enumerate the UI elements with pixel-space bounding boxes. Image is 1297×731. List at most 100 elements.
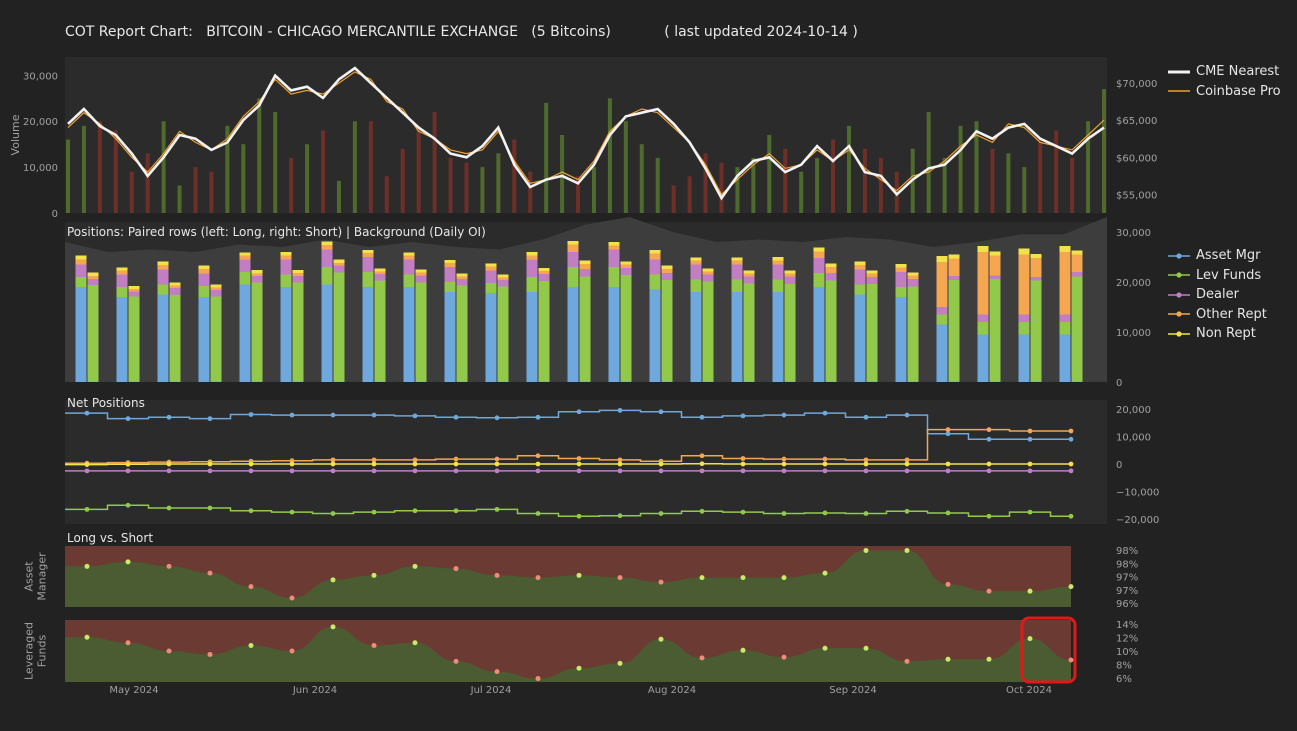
asset-manager-long-area — [65, 550, 1071, 607]
short-position-segment — [784, 381, 796, 382]
net-point — [740, 468, 746, 474]
legend-item[interactable]: Asset Mgr — [1168, 246, 1267, 266]
volume-bar — [687, 176, 692, 213]
short-position-segment — [374, 271, 386, 274]
volume-bar — [145, 153, 150, 213]
volume-bar — [289, 157, 294, 213]
asset-manager-point — [945, 581, 951, 587]
net-point — [412, 468, 418, 474]
volume-bar — [432, 112, 437, 213]
price-volume-panel — [65, 57, 1107, 213]
short-position-segment — [907, 381, 919, 382]
net-point — [1027, 428, 1033, 434]
net-point — [1027, 436, 1033, 442]
legend-swatch — [1168, 272, 1190, 278]
short-position-segment — [948, 254, 960, 259]
long-position-segment — [895, 287, 907, 297]
leveraged-funds-point — [1068, 657, 1074, 663]
price-tick-label: $70,000 — [1116, 79, 1157, 90]
short-position-segment — [1071, 250, 1083, 255]
net-point — [330, 412, 336, 418]
net-point — [1068, 428, 1074, 434]
volume-bar — [81, 125, 86, 213]
asset-manager-tick-label: 96% — [1116, 599, 1138, 610]
net-point — [371, 412, 377, 418]
net-point — [986, 468, 992, 474]
long-position-segment — [321, 241, 333, 245]
price-legend: CME Nearest Coinbase Pro — [1168, 62, 1281, 101]
asset-manager-point — [371, 572, 377, 578]
volume-bar — [209, 171, 214, 213]
month-tick-label: Jul 2024 — [470, 685, 512, 696]
long-position-segment — [731, 279, 743, 292]
net-line-non_rept — [65, 462, 1071, 466]
long-position-segment — [731, 260, 743, 265]
long-position-segment — [977, 246, 989, 252]
short-position-segment — [251, 282, 263, 382]
short-position-segment — [661, 265, 673, 269]
long-position-segment — [321, 284, 333, 382]
short-position-segment — [866, 273, 878, 277]
long-position-segment — [362, 250, 374, 253]
long-position-segment — [239, 252, 251, 256]
long-position-segment — [772, 257, 784, 261]
long-position-segment — [403, 259, 415, 275]
legend-label: Other Rept — [1196, 306, 1267, 322]
long-position-segment — [772, 292, 784, 382]
net-point — [84, 410, 90, 416]
long-position-segment — [198, 269, 210, 274]
volume-bar — [894, 171, 899, 213]
highlight-box — [1020, 616, 1077, 684]
volume-bar — [336, 180, 341, 213]
short-position-segment — [415, 282, 427, 382]
long-position-segment — [157, 265, 169, 270]
short-position-segment — [989, 279, 1001, 382]
leveraged-funds-axis-label: Leveraged — [23, 622, 36, 680]
short-position-segment — [169, 285, 181, 288]
asset-manager-point — [330, 577, 336, 583]
legend-swatch — [1168, 90, 1190, 93]
short-position-segment — [620, 268, 632, 275]
legend-swatch — [1168, 292, 1190, 298]
long-position-segment — [1018, 314, 1030, 322]
legend-item[interactable]: Lev Funds — [1168, 266, 1267, 286]
long-position-segment — [444, 282, 456, 292]
long-position-segment — [690, 292, 702, 382]
short-position-segment — [87, 276, 99, 279]
title-prefix: COT Report Chart: — [65, 24, 193, 40]
short-position-segment — [579, 260, 591, 264]
net-point — [945, 427, 951, 433]
long-position-segment — [567, 252, 579, 267]
legend-item[interactable]: Other Rept — [1168, 305, 1267, 325]
long-position-segment — [731, 257, 743, 261]
net-point — [248, 412, 254, 417]
long-position-segment — [75, 255, 87, 260]
legend-item[interactable]: Dealer — [1168, 285, 1267, 305]
long-position-segment — [485, 263, 497, 267]
legend-swatch — [1168, 70, 1190, 74]
net-point — [125, 468, 131, 474]
long-position-segment — [157, 261, 169, 265]
short-position-segment — [1030, 277, 1042, 281]
volume-bar — [942, 157, 947, 213]
legend-item[interactable]: CME Nearest — [1168, 62, 1281, 82]
volume-bar — [719, 162, 724, 213]
legend-item[interactable]: Coinbase Pro — [1168, 82, 1281, 102]
short-position-segment — [292, 276, 304, 283]
short-position-segment — [415, 381, 427, 382]
price-tick-label: $60,000 — [1116, 153, 1157, 164]
short-position-segment — [784, 270, 796, 274]
short-position-segment — [497, 381, 509, 382]
title-unit: (5 Bitcoins) — [531, 24, 611, 40]
long-position-segment — [1059, 322, 1071, 335]
net-point — [945, 461, 951, 467]
legend-item[interactable]: Non Rept — [1168, 324, 1267, 344]
net-point — [330, 457, 336, 463]
short-position-segment — [743, 273, 755, 277]
short-position-segment — [538, 274, 550, 281]
short-position-segment — [415, 269, 427, 273]
volume-bar — [512, 139, 517, 213]
long-position-segment — [690, 264, 702, 280]
volume-tick-label: 20,000 — [23, 117, 58, 128]
net-point — [822, 468, 828, 474]
